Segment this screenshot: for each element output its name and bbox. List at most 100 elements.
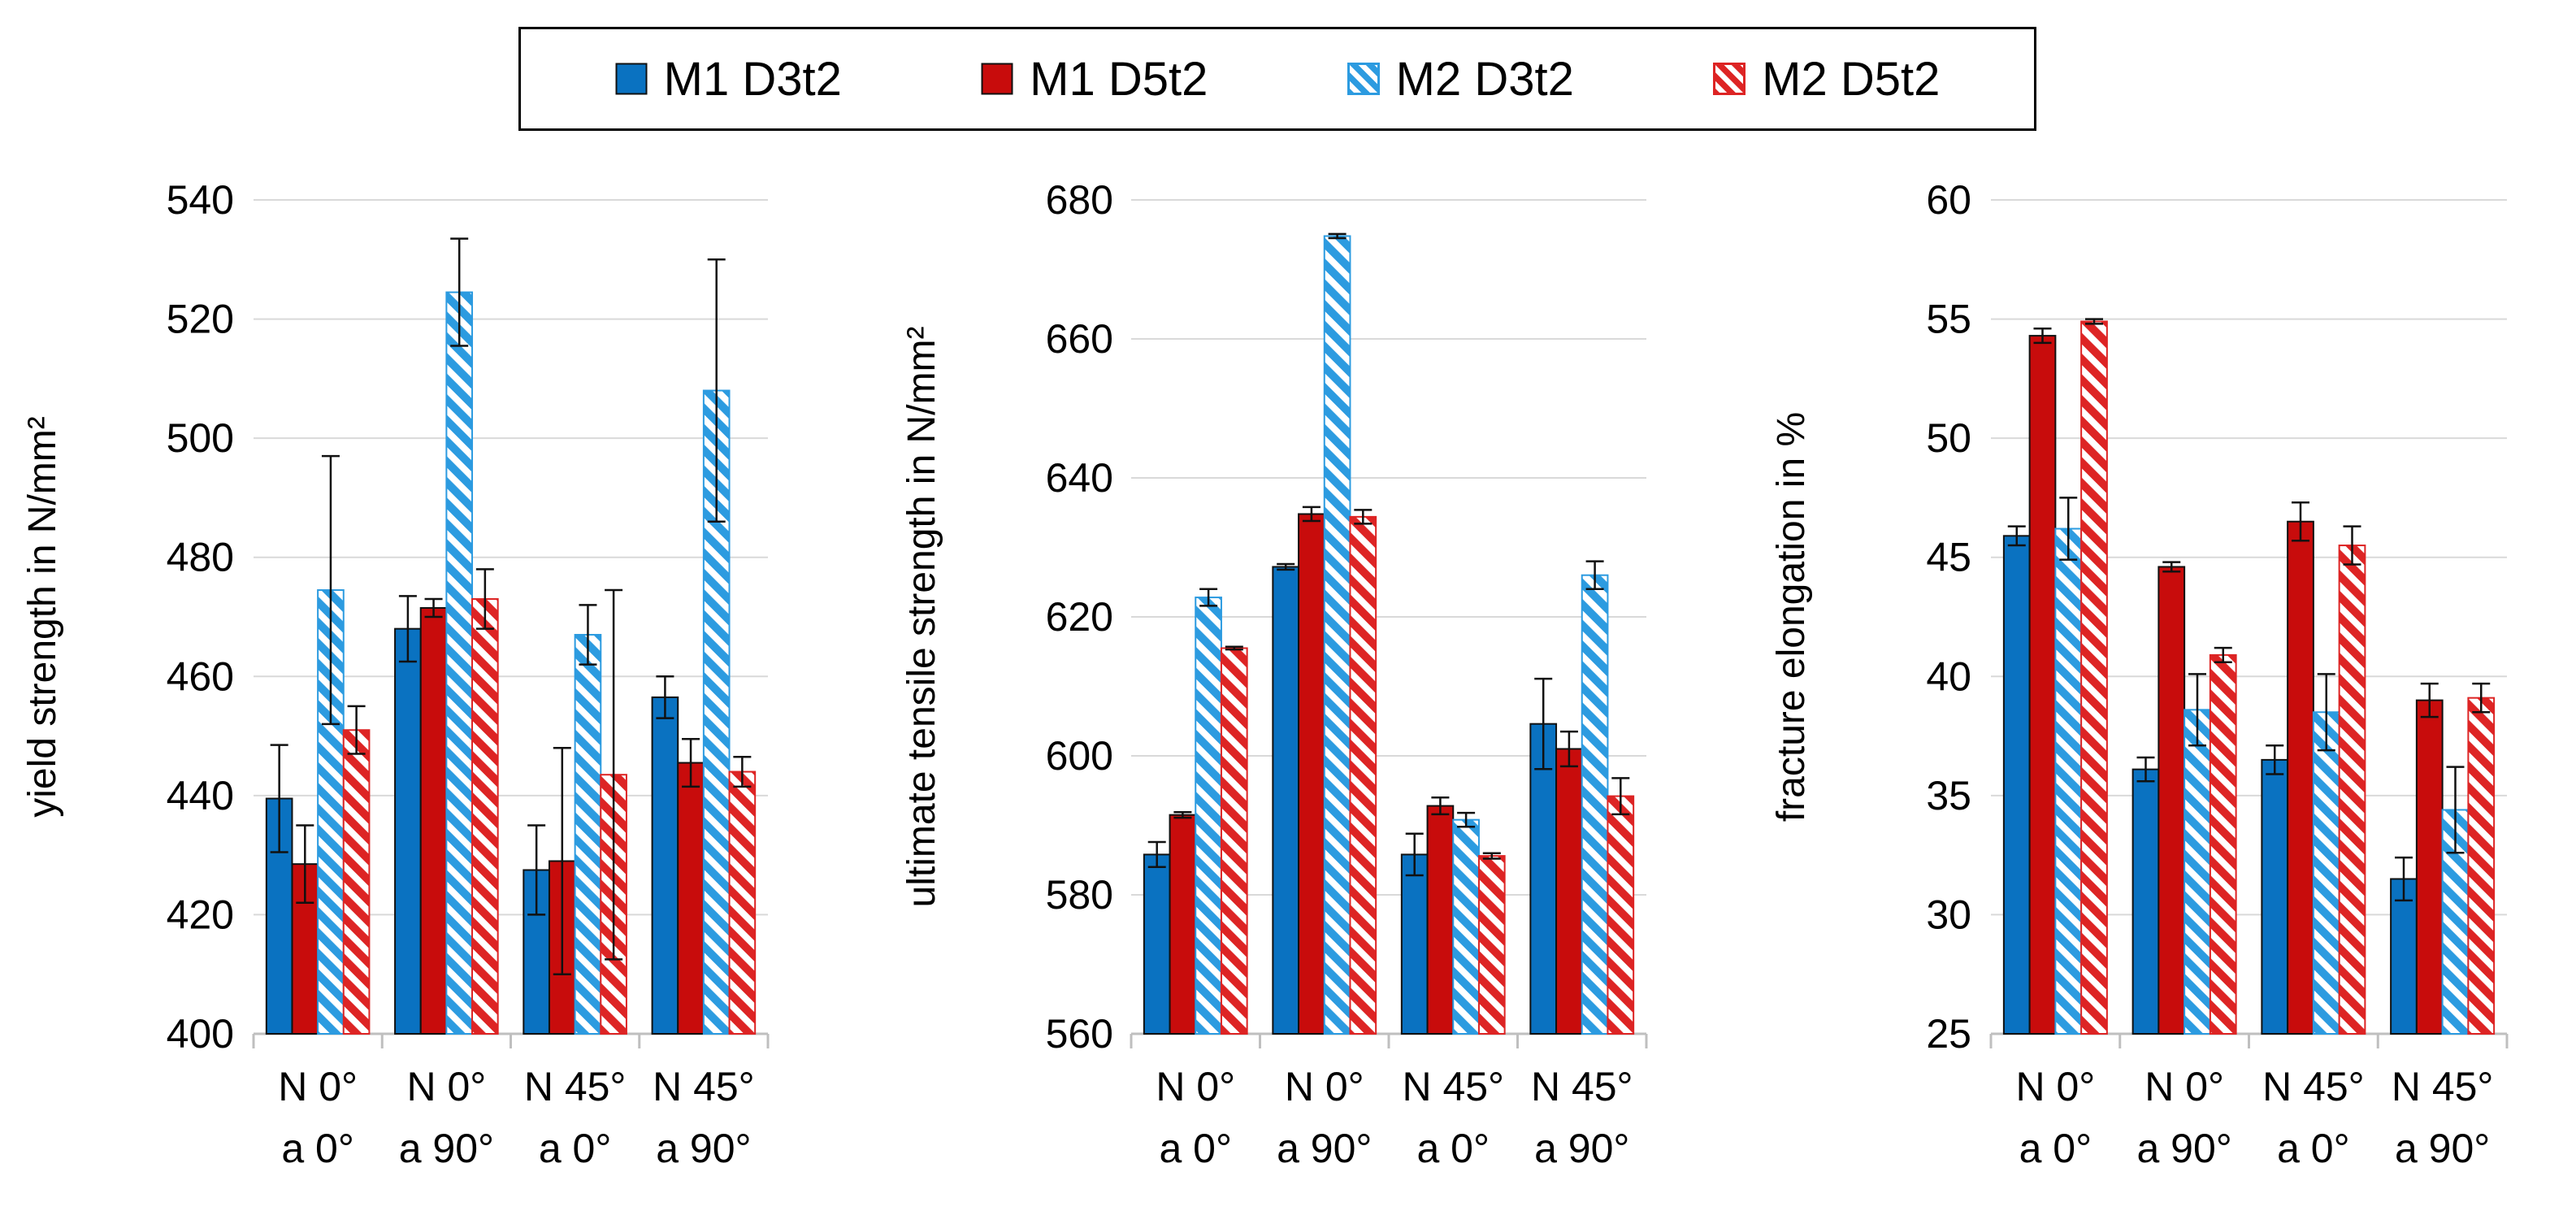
bar-m1-d3t2-2 <box>1272 566 1300 1035</box>
bar-m2-d3t2-1 <box>2054 527 2083 1035</box>
error-bar-m1-d3t2-1 <box>2007 525 2026 547</box>
bar-m2-d3t2-2 <box>445 291 474 1035</box>
bar-m1-d3t2-3 <box>1400 853 1429 1035</box>
y-tick-label: 560 <box>1046 1011 1113 1057</box>
y-tick-label: 540 <box>167 177 234 223</box>
bar-m2-d5t2-2 <box>1349 515 1377 1035</box>
error-bar-m2-d3t2-3 <box>579 604 597 666</box>
y-tick-label: 30 <box>1926 892 1971 937</box>
error-bar-m1-d5t2-4 <box>2420 682 2439 718</box>
error-bar-m2-d5t2-4 <box>733 755 752 788</box>
bar-m2-d3t2-3 <box>574 633 602 1035</box>
bar-m2-d5t2-4 <box>728 770 757 1035</box>
y-axis-title: yield strength in N/mm² <box>21 416 64 817</box>
legend-label: M2 D3t2 <box>1395 52 1574 106</box>
error-bar-m2-d5t2-1 <box>2085 318 2103 325</box>
y-tick-label: 55 <box>1926 297 1971 342</box>
error-bar-m2-d5t2-2 <box>475 568 494 630</box>
error-bar-m2-d5t2-2 <box>1354 509 1373 525</box>
error-bar-m1-d5t2-1 <box>2033 328 2052 345</box>
bar-m1-d5t2-2 <box>1298 513 1325 1035</box>
y-tick-label: 400 <box>167 1011 234 1057</box>
x-category-label: N 45° <box>653 1064 755 1109</box>
y-tick-label: 60 <box>1926 177 1971 223</box>
error-bar-m1-d3t2-1 <box>270 744 288 853</box>
x-category-label: a 0° <box>1159 1126 1232 1171</box>
x-category-label: N 0° <box>2144 1064 2224 1109</box>
bar-m2-d3t2-4 <box>1581 574 1609 1035</box>
y-axis-title: fracture elongation in % <box>1770 412 1813 822</box>
bar-m1-d3t2-2 <box>394 627 422 1035</box>
error-bar-m2-d5t2-4 <box>1611 777 1630 816</box>
bar-m2-d5t2-1 <box>2080 320 2108 1035</box>
error-bar-m2-d5t2-3 <box>2343 525 2361 566</box>
error-bar-m1-d5t2-2 <box>2162 561 2181 573</box>
y-tick-label: 620 <box>1046 594 1113 640</box>
bar-m1-d5t2-4 <box>1555 748 1583 1035</box>
x-category-label: a 0° <box>281 1126 354 1171</box>
chart-panel-2: 560 580 600 620 640 660 680 N 0° a 0° N 0° a 90° N … <box>900 177 1648 1171</box>
error-bar-m1-d3t2-4 <box>656 675 674 719</box>
legend-item-m2-d3t2: M2 D3t2 <box>1347 52 1574 106</box>
legend-label: M1 D5t2 <box>1030 52 1208 106</box>
error-bar-m2-d3t2-2 <box>1328 232 1347 240</box>
x-category-label: a 0° <box>539 1126 612 1171</box>
bar-m2-d3t2-2 <box>2184 709 2211 1035</box>
error-bar-m1-d5t2-2 <box>1302 506 1321 523</box>
y-tick-label: 580 <box>1046 872 1113 918</box>
x-category-label: N 0° <box>406 1064 486 1109</box>
bar-m1-d5t2-3 <box>1426 805 1455 1035</box>
y-tick-label: 50 <box>1926 415 1971 461</box>
bar-m2-d3t2-3 <box>2312 711 2340 1035</box>
error-bar-m1-d5t2-3 <box>1431 796 1450 816</box>
error-bar-m2-d3t2-1 <box>321 454 340 726</box>
error-bar-m2-d5t2-4 <box>2472 682 2491 714</box>
error-bar-m2-d3t2-1 <box>1199 588 1218 607</box>
error-bar-m1-d3t2-3 <box>1405 832 1424 877</box>
bar-m2-d3t2-2 <box>1323 235 1351 1035</box>
x-category-label: N 45° <box>2392 1064 2494 1109</box>
y-axis-title: ultimate tensile strength in N/mm² <box>900 327 943 908</box>
error-bar-m2-d3t2-3 <box>2317 673 2335 752</box>
error-bar-m1-d3t2-4 <box>2395 856 2413 902</box>
bar-m2-d5t2-3 <box>1477 855 1506 1035</box>
legend-swatch-m1-d5t2 <box>981 63 1013 95</box>
error-bar-m1-d3t2-3 <box>527 824 546 916</box>
y-tick-label: 600 <box>1046 733 1113 779</box>
legend-swatch-m1-d3t2 <box>615 63 648 95</box>
y-tick-label: 520 <box>167 297 234 342</box>
error-bar-m2-d3t2-1 <box>2059 497 2078 561</box>
x-category-label: a 0° <box>2277 1126 2350 1171</box>
bar-m2-d5t2-4 <box>2467 697 2496 1035</box>
bar-m1-d3t2-1 <box>1143 853 1171 1035</box>
chart-panel-1: 400 420 440 460 480 500 520 540 N 0° a 0° N 0° a 90… <box>21 177 770 1171</box>
error-bar-m2-d3t2-4 <box>2446 766 2465 854</box>
y-tick-label: 660 <box>1046 316 1113 362</box>
y-tick-label: 25 <box>1926 1011 1971 1057</box>
x-category-label: a 0° <box>1416 1126 1490 1171</box>
error-bar-m2-d3t2-3 <box>1457 811 1476 828</box>
bar-m2-d5t2-1 <box>342 729 371 1035</box>
bar-m1-d3t2-4 <box>651 696 679 1035</box>
error-bar-m2-d3t2-4 <box>1585 560 1604 591</box>
error-bar-m2-d5t2-1 <box>347 705 366 755</box>
y-tick-label: 460 <box>167 653 234 699</box>
bar-m2-d5t2-2 <box>2209 653 2237 1035</box>
error-bar-m2-d3t2-2 <box>450 237 469 347</box>
y-tick-label: 440 <box>167 773 234 818</box>
bar-m1-d5t2-1 <box>2028 335 2057 1035</box>
error-bar-m2-d5t2-3 <box>605 588 623 961</box>
bar-m1-d3t2-4 <box>2390 878 2418 1035</box>
error-bar-m1-d3t2-4 <box>1534 677 1553 770</box>
x-category-label: N 0° <box>2015 1064 2095 1109</box>
error-bar-m2-d5t2-1 <box>1225 645 1243 651</box>
bar-m2-d3t2-3 <box>1452 818 1480 1035</box>
error-bar-m1-d3t2-3 <box>2266 744 2284 775</box>
bar-m1-d5t2-2 <box>419 607 448 1035</box>
error-bar-m1-d3t2-1 <box>1147 840 1166 869</box>
legend: M1 D3t2 M1 D5t2 M2 D3t2 M2 D5t2 <box>518 27 2036 131</box>
x-category-label: a 90° <box>2136 1126 2231 1171</box>
x-category-label: N 0° <box>278 1064 358 1109</box>
error-bar-m1-d3t2-2 <box>1277 562 1295 571</box>
